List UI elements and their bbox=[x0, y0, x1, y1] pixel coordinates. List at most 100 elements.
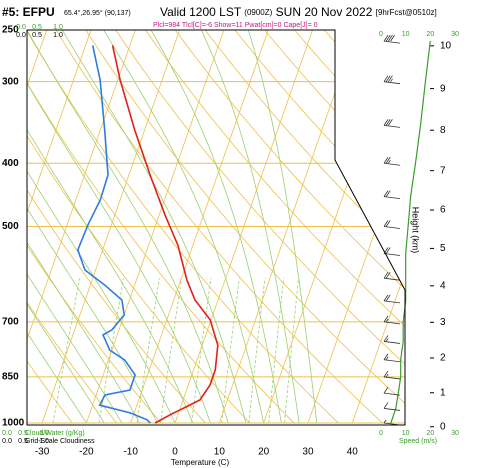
wind-barb bbox=[383, 353, 401, 363]
mixing-ratio-line bbox=[160, 278, 182, 424]
moist-adiabat bbox=[247, 30, 318, 424]
y-tick-label: 300 bbox=[2, 76, 19, 87]
y2-tick-label: 9 bbox=[440, 83, 446, 94]
y-tick-label: 400 bbox=[2, 158, 19, 169]
mixing-ratio-line bbox=[52, 278, 81, 424]
y2-tick-label: 7 bbox=[440, 165, 446, 176]
profile-line bbox=[76, 45, 151, 424]
speed-tick-bottom: 0 bbox=[379, 430, 383, 437]
moist-adiabat bbox=[27, 30, 123, 424]
cloud-water-tick: 1.0 bbox=[53, 24, 63, 31]
speed-label: Speed (m/s) bbox=[399, 438, 437, 445]
speed-tick-bottom: 20 bbox=[426, 430, 434, 437]
mixing-ratio-line bbox=[284, 278, 299, 424]
dry-adiabat bbox=[27, 30, 250, 424]
dry-adiabat bbox=[234, 30, 405, 424]
cloudiness-tick: 1.0 bbox=[39, 438, 49, 445]
dry-adiabat bbox=[473, 30, 480, 423]
wind-barb bbox=[383, 402, 401, 411]
x-tick-label: -10 bbox=[123, 447, 138, 458]
dry-adiabat bbox=[27, 30, 206, 424]
x-tick-label: 10 bbox=[214, 447, 226, 458]
moist-adiabat bbox=[27, 30, 176, 424]
cloudiness-label: Grid-Scale Cloudiness bbox=[25, 438, 95, 445]
title-part: (0900Z) bbox=[244, 8, 272, 17]
background-lines bbox=[27, 30, 480, 424]
dry-adiabat bbox=[115, 30, 405, 424]
moist-adiabat bbox=[27, 30, 211, 424]
y-tick-label: 500 bbox=[2, 221, 19, 232]
wind-barb bbox=[383, 190, 401, 200]
y2-tick-label: 10 bbox=[440, 40, 452, 51]
wind-barb bbox=[383, 315, 401, 325]
y2-tick-label: 2 bbox=[440, 353, 446, 364]
x-axis-label: Temperature (C) bbox=[171, 458, 230, 467]
mixing-ratio-line bbox=[268, 278, 285, 424]
station: #5: EFPU bbox=[2, 5, 55, 19]
dry-adiabat bbox=[145, 30, 405, 424]
x-tick-label: -30 bbox=[35, 447, 50, 458]
mixing-ratio-line bbox=[98, 278, 124, 424]
mixing-ratio-line bbox=[191, 278, 212, 424]
isotherm bbox=[351, 30, 405, 424]
x-tick-label: 0 bbox=[172, 447, 178, 458]
dry-adiabat bbox=[444, 30, 480, 423]
dry-adiabat bbox=[27, 30, 339, 424]
speed-tick-top: 30 bbox=[451, 31, 459, 38]
y2-tick-label: 0 bbox=[440, 421, 446, 432]
moist-adiabat bbox=[27, 30, 105, 424]
y2-tick-label: 5 bbox=[440, 243, 446, 254]
y-tick-label: 850 bbox=[2, 372, 19, 383]
title-part: Valid 1200 LST bbox=[160, 5, 242, 19]
x-tick-label: 20 bbox=[258, 447, 270, 458]
cloudiness-tick: 0.5 bbox=[32, 32, 42, 39]
cloud-water-tick: 0.5 bbox=[32, 24, 42, 31]
moist-adiabat bbox=[200, 30, 300, 424]
title-part: SUN 20 Nov 2022 bbox=[276, 5, 373, 19]
dry-adiabat bbox=[27, 30, 73, 424]
y2-tick-label: 1 bbox=[440, 387, 446, 398]
moist-adiabat bbox=[103, 30, 265, 424]
speed-tick-bottom: 30 bbox=[451, 430, 459, 437]
dry-adiabat bbox=[414, 30, 480, 423]
title-part: [9hrFcst@0510z] bbox=[376, 8, 437, 17]
cloud-water-tick: 0.0 bbox=[16, 24, 26, 31]
cloud-water-label: Cloud/Water (g/Kg) bbox=[25, 430, 85, 437]
wind-speed-line bbox=[390, 41, 431, 424]
x-tick-label: 40 bbox=[347, 447, 359, 458]
wind-barb bbox=[383, 157, 401, 166]
y-tick-label: 250 bbox=[2, 25, 19, 36]
cloudiness-tick: 0.5 bbox=[18, 438, 28, 445]
wind-barb bbox=[383, 271, 401, 281]
y2-axis-label: Height (km) bbox=[411, 207, 421, 254]
moist-adiabat bbox=[27, 30, 140, 424]
title: Valid 1200 LST (0900Z) SUN 20 Nov 2022 [… bbox=[160, 5, 437, 19]
cloud-water-tick: 1.0 bbox=[39, 430, 49, 437]
cloud-water-tick: 0.5 bbox=[18, 430, 28, 437]
wind-barb bbox=[383, 220, 401, 229]
moist-adiabat bbox=[27, 30, 158, 424]
wind-barb bbox=[383, 75, 401, 85]
profile-line bbox=[111, 45, 219, 424]
y2-tick-label: 3 bbox=[440, 317, 446, 328]
wind-barb bbox=[383, 247, 401, 256]
dry-adiabat bbox=[204, 30, 405, 424]
y2-tick-label: 6 bbox=[440, 205, 446, 216]
foreground: -30 -20 -10 0 10 20 30 402503004005007008501000… bbox=[2, 24, 459, 458]
wind-barb bbox=[383, 294, 401, 304]
moist-adiabat bbox=[150, 30, 282, 424]
cloud-water-tick: 0.0 bbox=[2, 430, 12, 437]
cloudiness-tick: 0.0 bbox=[2, 438, 12, 445]
dry-adiabat bbox=[55, 30, 383, 424]
moist-adiabat bbox=[27, 30, 87, 424]
wind-barb bbox=[383, 34, 401, 44]
x-tick-label: -20 bbox=[79, 447, 94, 458]
speed-tick-top: 10 bbox=[402, 31, 410, 38]
mixing-ratio-line bbox=[221, 278, 240, 424]
dry-adiabat bbox=[27, 30, 295, 424]
x-tick-label: 30 bbox=[302, 447, 314, 458]
dry-adiabat bbox=[174, 30, 405, 424]
isotherm bbox=[27, 30, 92, 424]
